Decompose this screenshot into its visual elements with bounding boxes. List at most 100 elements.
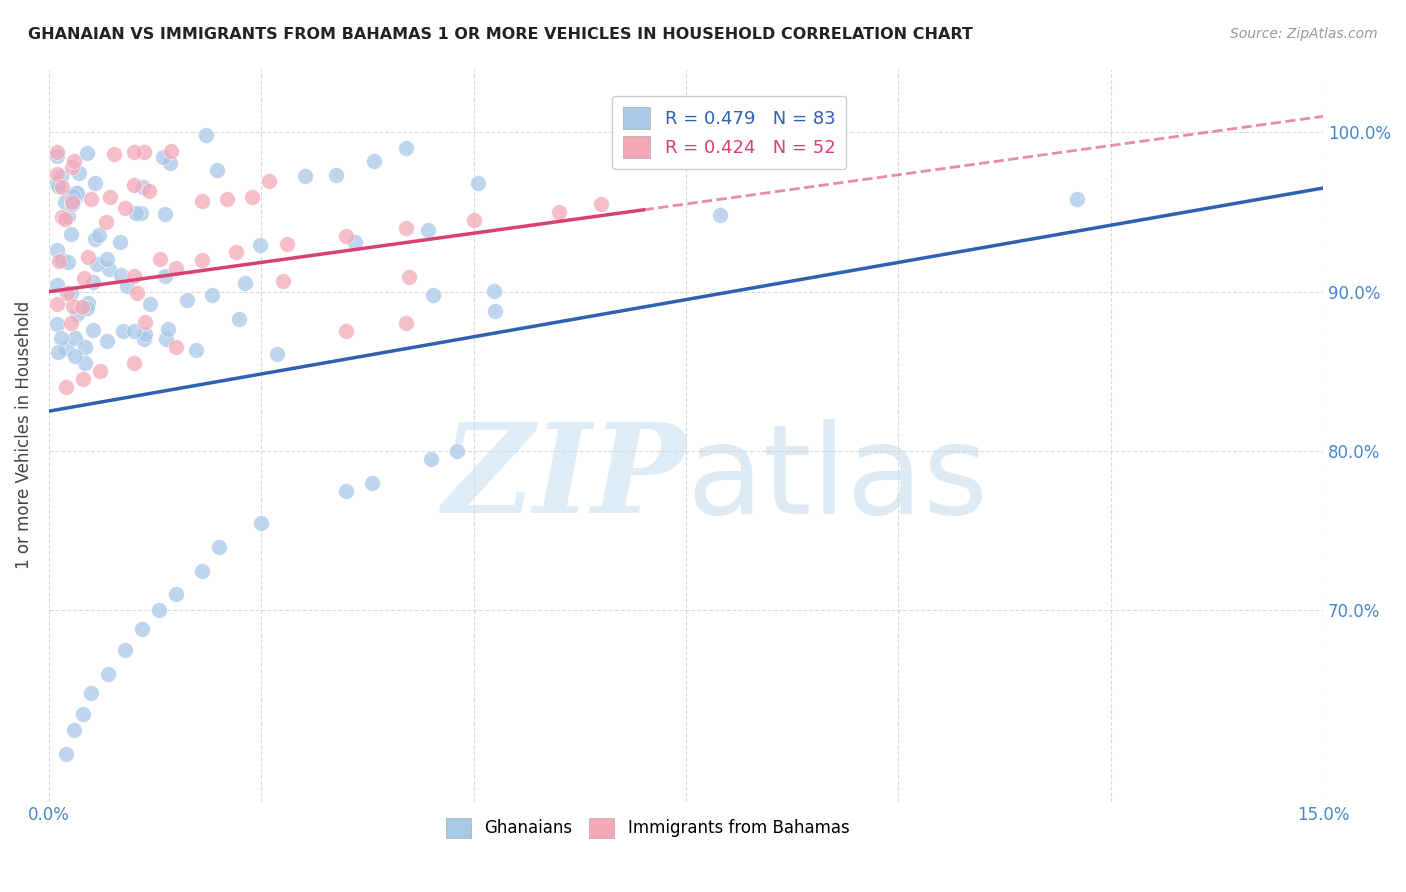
Point <box>75 356 97 370</box>
Point <box>46 167 69 181</box>
Point <box>66 186 89 200</box>
Point <box>250 516 273 530</box>
Point <box>82 322 104 336</box>
Point <box>125 285 148 300</box>
Point <box>360 475 382 490</box>
Point <box>416 223 439 237</box>
Point <box>115 279 138 293</box>
Point <box>176 293 198 307</box>
Point <box>59 285 82 300</box>
Point <box>114 201 136 215</box>
Point <box>86 257 108 271</box>
Point <box>60 195 83 210</box>
Point <box>55 342 77 356</box>
Point <box>420 452 443 467</box>
Point <box>46 145 69 159</box>
Point <box>67 166 90 180</box>
Text: atlas: atlas <box>686 418 988 540</box>
Point <box>152 150 174 164</box>
Point <box>155 268 177 283</box>
Point <box>134 315 156 329</box>
Point <box>159 156 181 170</box>
Point <box>63 331 86 345</box>
Point <box>591 197 613 211</box>
Point <box>77 250 100 264</box>
Text: GHANAIAN VS IMMIGRANTS FROM BAHAMAS 1 OR MORE VEHICLES IN HOUSEHOLD CORRELATION : GHANAIAN VS IMMIGRANTS FROM BAHAMAS 1 OR… <box>28 27 973 42</box>
Point <box>233 276 256 290</box>
Point <box>62 299 84 313</box>
Point <box>124 324 146 338</box>
Point <box>63 186 86 200</box>
Legend: Ghanaians, Immigrants from Bahamas: Ghanaians, Immigrants from Bahamas <box>440 811 856 845</box>
Point <box>55 285 77 300</box>
Point <box>103 146 125 161</box>
Point <box>159 145 181 159</box>
Point <box>335 228 357 243</box>
Point <box>89 364 111 378</box>
Point <box>60 197 83 211</box>
Point <box>273 274 295 288</box>
Point <box>98 189 121 203</box>
Point <box>363 153 385 168</box>
Point <box>157 321 180 335</box>
Point <box>63 154 86 169</box>
Point <box>97 261 120 276</box>
Point <box>79 192 101 206</box>
Point <box>200 288 222 302</box>
Point <box>138 184 160 198</box>
Point <box>446 444 468 458</box>
Point <box>132 145 155 159</box>
Point <box>149 252 172 266</box>
Point <box>132 332 155 346</box>
Point <box>165 340 187 354</box>
Point <box>240 190 263 204</box>
Point <box>72 706 94 721</box>
Point <box>122 356 145 370</box>
Point <box>56 209 79 223</box>
Point <box>63 723 86 737</box>
Point <box>134 326 156 341</box>
Point <box>194 128 217 143</box>
Point <box>395 317 418 331</box>
Point <box>110 268 132 283</box>
Point <box>70 301 93 315</box>
Point <box>63 349 86 363</box>
Point <box>131 623 153 637</box>
Point <box>55 747 77 761</box>
Point <box>53 195 76 210</box>
Point <box>225 244 247 259</box>
Point <box>84 232 107 246</box>
Point <box>155 332 177 346</box>
Point <box>191 194 214 208</box>
Point <box>80 686 103 700</box>
Point <box>266 347 288 361</box>
Point <box>77 296 100 310</box>
Point <box>63 191 86 205</box>
Point <box>148 603 170 617</box>
Point <box>335 483 357 498</box>
Point <box>51 252 73 267</box>
Text: Source: ZipAtlas.com: Source: ZipAtlas.com <box>1230 27 1378 41</box>
Point <box>76 145 98 160</box>
Point <box>165 260 187 275</box>
Point <box>46 345 69 359</box>
Point <box>165 587 187 601</box>
Point <box>547 205 569 219</box>
Point <box>184 343 207 357</box>
Point <box>62 189 84 203</box>
Point <box>108 235 131 250</box>
Point <box>191 564 214 578</box>
Point <box>49 169 72 183</box>
Point <box>96 252 118 267</box>
Point <box>59 227 82 242</box>
Point <box>257 174 280 188</box>
Point <box>463 213 485 227</box>
Point <box>46 278 69 293</box>
Point <box>114 643 136 657</box>
Point <box>46 243 69 257</box>
Point <box>335 325 357 339</box>
Point <box>97 667 120 681</box>
Point <box>122 145 145 159</box>
Point <box>398 270 420 285</box>
Point <box>122 268 145 283</box>
